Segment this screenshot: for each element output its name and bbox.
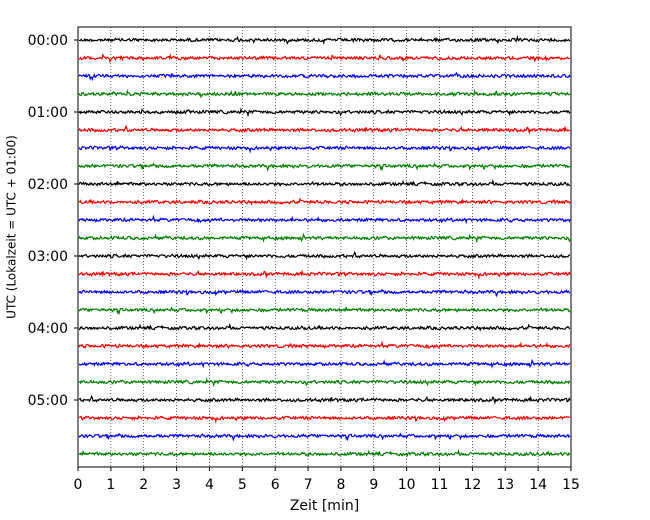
trace-row (78, 322, 571, 332)
x-tick-label: 9 (369, 477, 378, 493)
x-tick-label: 4 (205, 477, 214, 493)
trace-row (78, 269, 571, 280)
trace-row (78, 71, 571, 82)
plot-frame (77, 26, 572, 468)
y-tick-label: 04:00 (28, 321, 68, 337)
y-tick-label: 00:00 (28, 33, 68, 49)
x-tick-label: 6 (271, 477, 280, 493)
trace-row (78, 88, 571, 99)
x-tick-label: 0 (74, 477, 83, 493)
trace-row (78, 214, 571, 225)
trace-row (78, 197, 571, 206)
x-axis-ticks: 0 1 2 3 4 5 6 7 8 9 10 11 12 13 14 15 (74, 467, 580, 493)
x-tick-label: 13 (496, 477, 514, 493)
trace-row (78, 53, 571, 64)
trace-row (78, 377, 571, 388)
x-tick-label: 5 (238, 477, 247, 493)
y-tick-label: 03:00 (28, 249, 68, 265)
x-tick-label: 7 (304, 477, 313, 493)
trace-row (78, 144, 571, 154)
trace-row (78, 432, 571, 442)
x-tick-label: 12 (463, 477, 481, 493)
x-tick-label: 15 (562, 477, 580, 493)
trace-row (78, 124, 571, 135)
trace-row (78, 394, 571, 405)
trace-row (78, 250, 571, 261)
x-tick-label: 3 (172, 477, 181, 493)
trace-row (78, 232, 571, 244)
y-tick-label: 01:00 (28, 105, 68, 121)
y-axis-label: UTC (Lokalzeit = UTC + 01:00) (5, 135, 19, 319)
x-tick-label: 14 (529, 477, 547, 493)
x-tick-label: 8 (336, 477, 345, 493)
x-tick-label: 2 (139, 477, 148, 493)
trace-row (78, 107, 571, 118)
y-axis-ticks: 00:00 01:00 02:00 03:00 04:00 05:00 (28, 33, 78, 409)
trace-row (78, 288, 571, 298)
trace-row (78, 358, 571, 369)
x-tick-label: 1 (106, 477, 115, 493)
grid-lines (110, 27, 539, 467)
x-tick-label: 10 (398, 477, 416, 493)
trace-row (78, 162, 571, 172)
trace-series (78, 35, 571, 457)
trace-row (78, 35, 571, 46)
trace-row (78, 414, 571, 424)
trace-row (78, 178, 571, 187)
trace-row (78, 340, 571, 350)
x-axis-label: Zeit [min] (290, 498, 359, 514)
trace-row (78, 306, 571, 316)
y-tick-label: 02:00 (28, 177, 68, 193)
trace-row (78, 448, 571, 457)
y-tick-label: 05:00 (28, 393, 68, 409)
x-tick-label: 11 (431, 477, 449, 493)
